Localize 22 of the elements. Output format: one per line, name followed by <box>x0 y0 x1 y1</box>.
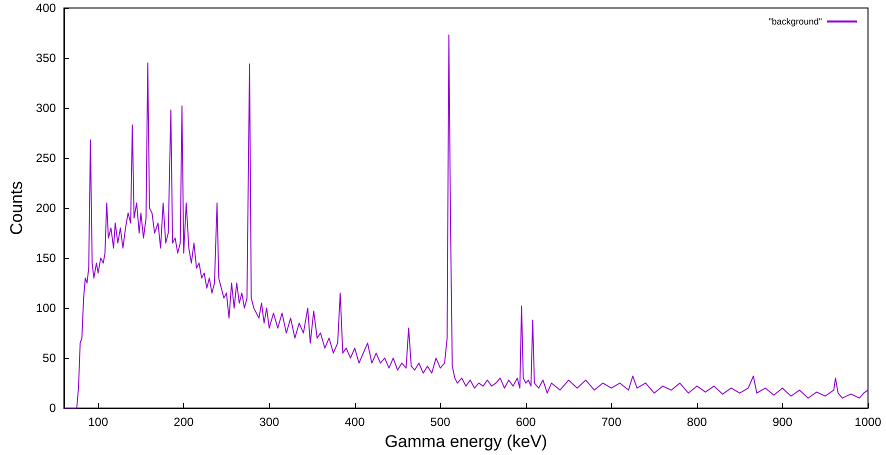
y-tick-label: 100 <box>36 301 56 316</box>
legend-label: "background" <box>768 16 822 26</box>
x-tick-label: 900 <box>772 415 793 430</box>
x-tick-label: 100 <box>88 415 108 430</box>
x-tick-label: 200 <box>174 415 194 430</box>
x-tick-label: 1000 <box>854 415 882 430</box>
y-axis-title: Counts <box>7 181 26 235</box>
x-tick-label: 500 <box>430 415 451 430</box>
x-tick-label: 700 <box>601 415 622 430</box>
y-tick-label: 400 <box>36 1 56 15</box>
y-tick-label: 350 <box>36 51 56 66</box>
x-axis-title: Gamma energy (keV) <box>384 432 548 451</box>
y-tick-label: 50 <box>42 351 56 366</box>
y-tick-label: 200 <box>36 201 56 216</box>
y-tick-label: 150 <box>36 251 56 266</box>
y-tick-label: 0 <box>49 401 56 416</box>
y-tick-label: 300 <box>36 101 56 116</box>
x-tick-label: 400 <box>344 415 366 430</box>
x-tick-label: 800 <box>686 415 708 430</box>
x-tick-label: 300 <box>259 415 280 430</box>
y-tick-label: 250 <box>36 151 56 166</box>
x-tick-label: 600 <box>516 415 536 430</box>
